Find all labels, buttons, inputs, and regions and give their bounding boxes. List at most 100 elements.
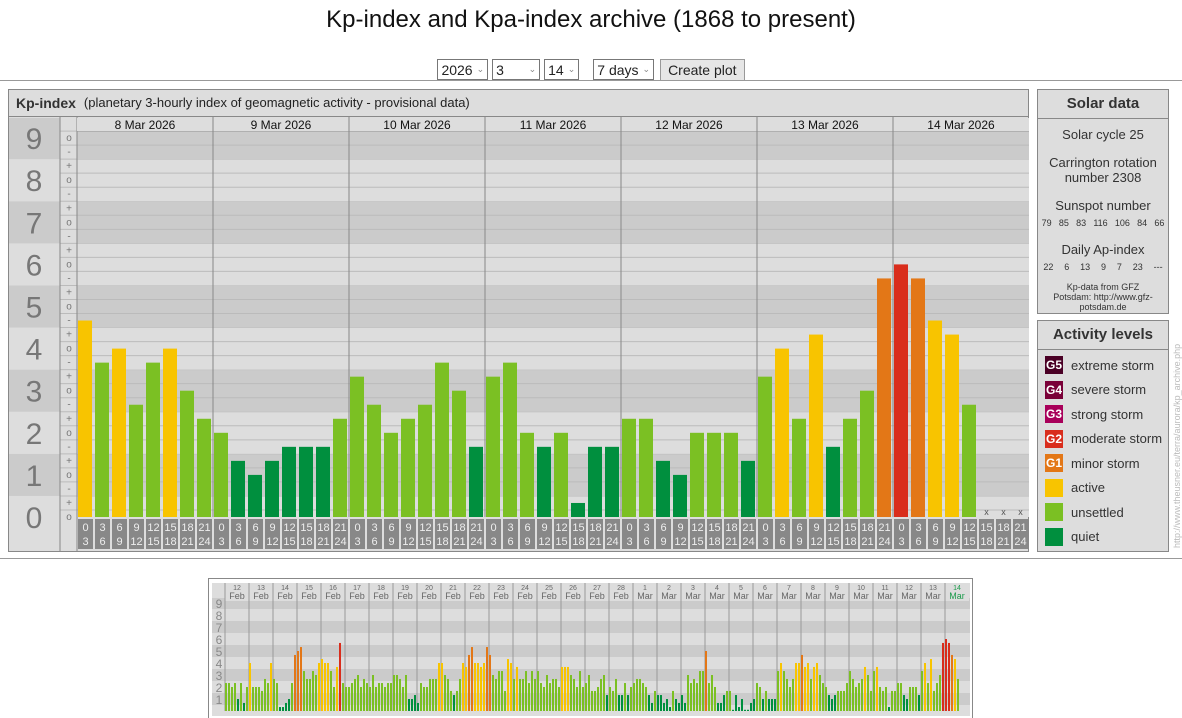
interval-end: 9 — [388, 536, 394, 548]
overview-bar — [873, 671, 875, 711]
overview-bar — [354, 678, 356, 711]
year-select[interactable]: 2026 ⌄ — [437, 59, 489, 80]
overview-bar — [678, 702, 680, 711]
overview-day: 7 — [787, 585, 791, 592]
interval-end: 9 — [116, 536, 122, 548]
interval-start: 9 — [269, 522, 275, 534]
kp-bar — [520, 432, 534, 517]
overview-bar — [750, 702, 752, 711]
overview-bar — [684, 702, 686, 711]
overview-bar — [303, 671, 305, 711]
chart-subtitle: (planetary 3-hourly index of geomagnetic… — [83, 95, 470, 110]
overview-date-header — [393, 583, 417, 601]
interval-start: 18 — [725, 522, 737, 534]
solar-cycle: Solar cycle 25 — [1062, 127, 1144, 142]
ap-value: 23 — [1132, 262, 1143, 272]
y-subtick-label: o — [66, 512, 72, 523]
interval-end: 6 — [371, 536, 377, 548]
time-interval-cell — [639, 519, 654, 549]
time-interval-cell — [435, 519, 450, 549]
overview-bar — [378, 683, 380, 711]
kp-bar — [826, 446, 840, 517]
overview-month: Feb — [493, 591, 509, 601]
interval-end: 6 — [99, 536, 105, 548]
overview-bar — [876, 666, 878, 711]
overview-month: Feb — [229, 591, 245, 601]
overview-bar — [936, 683, 938, 711]
y-subtick-label: o — [66, 302, 72, 313]
overview-bar — [267, 683, 269, 711]
time-interval-cell — [367, 519, 382, 549]
overview-day: 18 — [377, 585, 385, 592]
overview-bar — [330, 671, 332, 711]
overview-bar — [360, 687, 362, 711]
interval-start: 18 — [861, 522, 873, 534]
kp-bar — [503, 362, 517, 517]
kp-bar — [690, 432, 704, 517]
interval-end: 12 — [130, 536, 142, 548]
grid-band — [77, 327, 1029, 370]
solar-data-panel: Solar data Solar cycle 25 Carrington rot… — [1037, 89, 1169, 314]
kp-bar — [367, 404, 381, 517]
sunspot-value: 84 — [1137, 218, 1148, 228]
overview-bar — [633, 683, 635, 711]
overview-bar — [774, 699, 776, 711]
overview-bar — [459, 678, 461, 711]
interval-start: 6 — [252, 522, 258, 534]
y-band — [9, 327, 60, 370]
time-interval-cell — [486, 519, 501, 549]
sunspot-value: 85 — [1058, 218, 1069, 228]
kp-bar — [78, 320, 92, 517]
y-tick-label: 5 — [26, 292, 43, 325]
interval-end: 18 — [436, 536, 448, 548]
overview-bar — [453, 695, 455, 711]
overview-bar — [711, 675, 713, 711]
time-interval-cell — [724, 519, 739, 549]
overview-bar — [765, 690, 767, 711]
overview-day: 23 — [497, 585, 505, 592]
sunspot-value: 106 — [1114, 218, 1130, 228]
overview-bar — [798, 663, 800, 711]
overview-bar — [591, 690, 593, 711]
chevron-down-icon: ⌄ — [528, 64, 537, 74]
overview-bar — [696, 683, 698, 711]
interval-start: 12 — [419, 522, 431, 534]
overview-bar — [900, 683, 902, 711]
overview-bar — [522, 678, 524, 711]
overview-bar — [312, 671, 314, 711]
legend-label: unsettled — [1071, 504, 1124, 520]
interval-end: 12 — [674, 536, 686, 548]
kp-bar — [401, 418, 415, 517]
interval-end: 3 — [762, 536, 768, 548]
range-select[interactable]: 7 days ⌄ — [593, 59, 655, 80]
overview-bar — [813, 666, 815, 711]
overview-bar — [327, 663, 329, 711]
overview-bar — [957, 678, 959, 711]
kp-bar — [486, 376, 500, 517]
y-subtick-label: o — [66, 428, 72, 439]
overview-bar — [834, 695, 836, 711]
overview-bar — [630, 687, 632, 711]
overview-bar — [849, 671, 851, 711]
missing-marker: x — [984, 507, 989, 517]
overview-bar — [363, 678, 365, 711]
day-select[interactable]: 14 ⌄ — [544, 59, 580, 80]
overview-bar — [801, 654, 803, 711]
overview-month: Feb — [397, 591, 413, 601]
interval-end: 12 — [402, 536, 414, 548]
kp-bar — [894, 264, 908, 517]
interval-start: 15 — [980, 522, 992, 534]
time-interval-cell — [78, 519, 93, 549]
overview-bar — [414, 695, 416, 711]
overview-bar — [537, 671, 539, 711]
overview-bar — [435, 678, 437, 711]
overview-bar — [444, 675, 446, 711]
overview-date-header — [849, 583, 873, 601]
overview-bar — [636, 678, 638, 711]
sunspot-value: 83 — [1076, 218, 1087, 228]
legend-label: minor storm — [1071, 455, 1140, 471]
overview-month: Mar — [733, 591, 749, 601]
overview-month: Mar — [805, 591, 821, 601]
month-select[interactable]: 3 ⌄ — [492, 59, 541, 80]
year-value: 2026 — [441, 61, 473, 78]
